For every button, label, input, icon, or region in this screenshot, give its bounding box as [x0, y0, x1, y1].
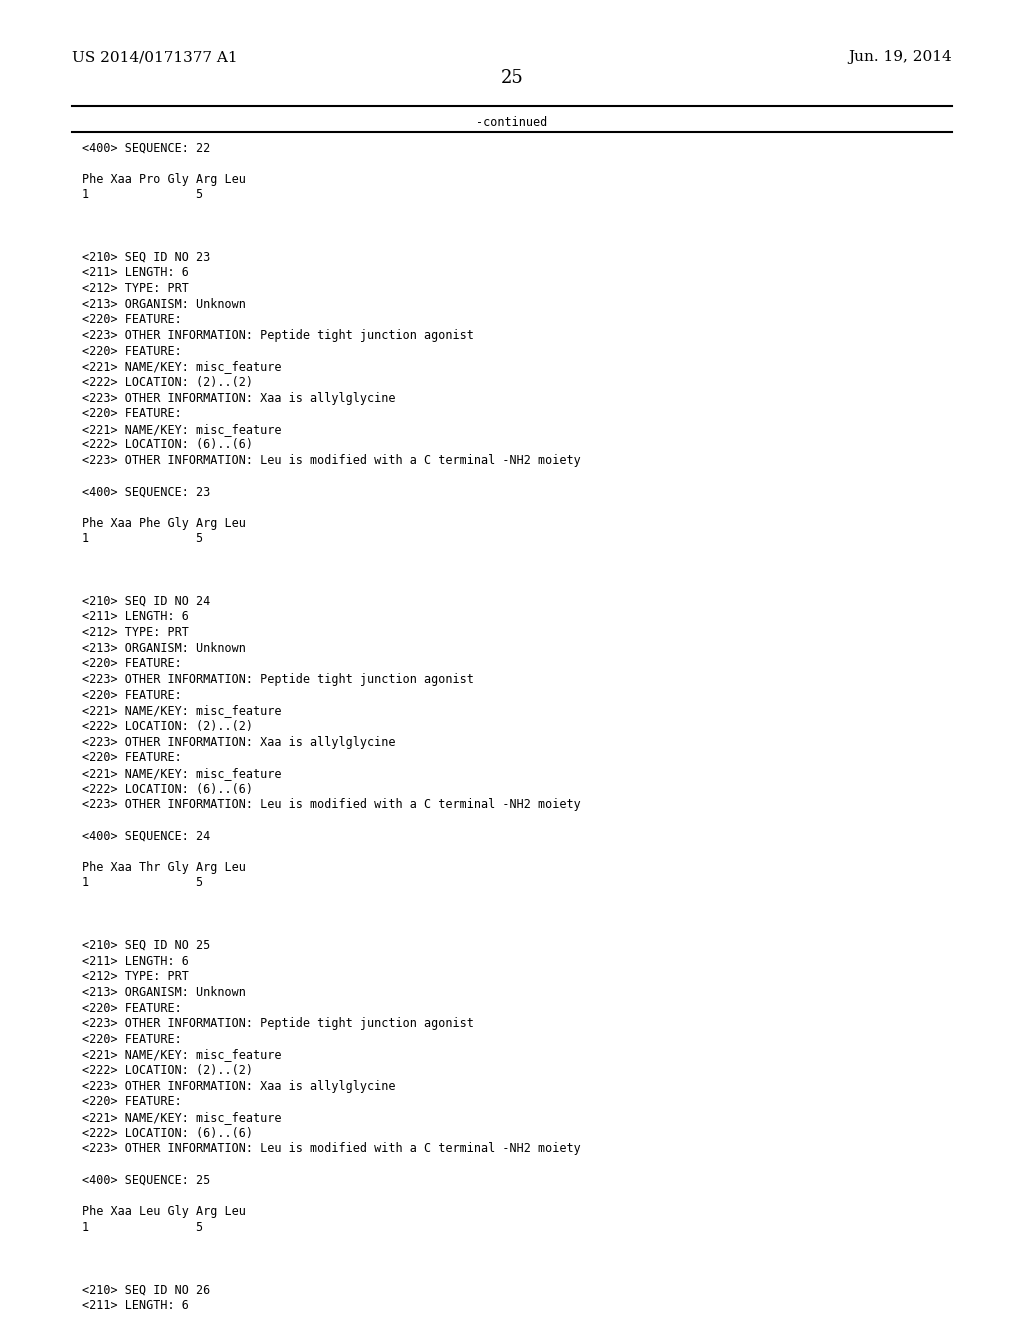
- Text: 1               5: 1 5: [82, 1221, 203, 1233]
- Text: <220> FEATURE:: <220> FEATURE:: [82, 1002, 181, 1015]
- Text: <400> SEQUENCE: 25: <400> SEQUENCE: 25: [82, 1173, 210, 1187]
- Text: <221> NAME/KEY: misc_feature: <221> NAME/KEY: misc_feature: [82, 1111, 282, 1125]
- Text: <212> TYPE: PRT: <212> TYPE: PRT: [82, 970, 188, 983]
- Text: <223> OTHER INFORMATION: Xaa is allylglycine: <223> OTHER INFORMATION: Xaa is allylgly…: [82, 735, 395, 748]
- Text: -continued: -continued: [476, 116, 548, 129]
- Text: <222> LOCATION: (2)..(2): <222> LOCATION: (2)..(2): [82, 1064, 253, 1077]
- Text: <221> NAME/KEY: misc_feature: <221> NAME/KEY: misc_feature: [82, 705, 282, 717]
- Text: 1               5: 1 5: [82, 876, 203, 890]
- Text: <222> LOCATION: (6)..(6): <222> LOCATION: (6)..(6): [82, 783, 253, 796]
- Text: <221> NAME/KEY: misc_feature: <221> NAME/KEY: misc_feature: [82, 767, 282, 780]
- Text: <221> NAME/KEY: misc_feature: <221> NAME/KEY: misc_feature: [82, 1048, 282, 1061]
- Text: <223> OTHER INFORMATION: Peptide tight junction agonist: <223> OTHER INFORMATION: Peptide tight j…: [82, 673, 474, 686]
- Text: <220> FEATURE:: <220> FEATURE:: [82, 1096, 181, 1109]
- Text: <220> FEATURE:: <220> FEATURE:: [82, 751, 181, 764]
- Text: Phe Xaa Phe Gly Arg Leu: Phe Xaa Phe Gly Arg Leu: [82, 516, 246, 529]
- Text: <212> TYPE: PRT: <212> TYPE: PRT: [82, 626, 188, 639]
- Text: <212> TYPE: PRT: <212> TYPE: PRT: [82, 282, 188, 294]
- Text: 25: 25: [501, 69, 523, 87]
- Text: <210> SEQ ID NO 24: <210> SEQ ID NO 24: [82, 595, 210, 607]
- Text: <213> ORGANISM: Unknown: <213> ORGANISM: Unknown: [82, 298, 246, 310]
- Text: 1               5: 1 5: [82, 532, 203, 545]
- Text: <400> SEQUENCE: 22: <400> SEQUENCE: 22: [82, 141, 210, 154]
- Text: <222> LOCATION: (6)..(6): <222> LOCATION: (6)..(6): [82, 1127, 253, 1139]
- Text: 1               5: 1 5: [82, 189, 203, 201]
- Text: <220> FEATURE:: <220> FEATURE:: [82, 689, 181, 702]
- Text: Phe Xaa Pro Gly Arg Leu: Phe Xaa Pro Gly Arg Leu: [82, 173, 246, 186]
- Text: Phe Xaa Leu Gly Arg Leu: Phe Xaa Leu Gly Arg Leu: [82, 1205, 246, 1218]
- Text: Jun. 19, 2014: Jun. 19, 2014: [849, 50, 952, 65]
- Text: <400> SEQUENCE: 23: <400> SEQUENCE: 23: [82, 486, 210, 499]
- Text: <222> LOCATION: (6)..(6): <222> LOCATION: (6)..(6): [82, 438, 253, 451]
- Text: <221> NAME/KEY: misc_feature: <221> NAME/KEY: misc_feature: [82, 360, 282, 374]
- Text: <220> FEATURE:: <220> FEATURE:: [82, 313, 181, 326]
- Text: <400> SEQUENCE: 24: <400> SEQUENCE: 24: [82, 829, 210, 842]
- Text: US 2014/0171377 A1: US 2014/0171377 A1: [72, 50, 238, 65]
- Text: <221> NAME/KEY: misc_feature: <221> NAME/KEY: misc_feature: [82, 422, 282, 436]
- Text: <220> FEATURE:: <220> FEATURE:: [82, 1032, 181, 1045]
- Text: <210> SEQ ID NO 26: <210> SEQ ID NO 26: [82, 1283, 210, 1296]
- Text: <211> LENGTH: 6: <211> LENGTH: 6: [82, 610, 188, 623]
- Text: <211> LENGTH: 6: <211> LENGTH: 6: [82, 1299, 188, 1312]
- Text: <220> FEATURE:: <220> FEATURE:: [82, 345, 181, 358]
- Text: <220> FEATURE:: <220> FEATURE:: [82, 407, 181, 420]
- Text: <222> LOCATION: (2)..(2): <222> LOCATION: (2)..(2): [82, 376, 253, 389]
- Text: <213> ORGANISM: Unknown: <213> ORGANISM: Unknown: [82, 642, 246, 655]
- Text: <223> OTHER INFORMATION: Xaa is allylglycine: <223> OTHER INFORMATION: Xaa is allylgly…: [82, 1080, 395, 1093]
- Text: <223> OTHER INFORMATION: Leu is modified with a C terminal -NH2 moiety: <223> OTHER INFORMATION: Leu is modified…: [82, 1142, 581, 1155]
- Text: <210> SEQ ID NO 23: <210> SEQ ID NO 23: [82, 251, 210, 264]
- Text: <223> OTHER INFORMATION: Leu is modified with a C terminal -NH2 moiety: <223> OTHER INFORMATION: Leu is modified…: [82, 454, 581, 467]
- Text: Phe Xaa Thr Gly Arg Leu: Phe Xaa Thr Gly Arg Leu: [82, 861, 246, 874]
- Text: <222> LOCATION: (2)..(2): <222> LOCATION: (2)..(2): [82, 719, 253, 733]
- Text: <220> FEATURE:: <220> FEATURE:: [82, 657, 181, 671]
- Text: <223> OTHER INFORMATION: Leu is modified with a C terminal -NH2 moiety: <223> OTHER INFORMATION: Leu is modified…: [82, 799, 581, 812]
- Text: <211> LENGTH: 6: <211> LENGTH: 6: [82, 267, 188, 280]
- Text: <223> OTHER INFORMATION: Peptide tight junction agonist: <223> OTHER INFORMATION: Peptide tight j…: [82, 329, 474, 342]
- Text: <223> OTHER INFORMATION: Xaa is allylglycine: <223> OTHER INFORMATION: Xaa is allylgly…: [82, 392, 395, 404]
- Text: <213> ORGANISM: Unknown: <213> ORGANISM: Unknown: [82, 986, 246, 999]
- Text: <223> OTHER INFORMATION: Peptide tight junction agonist: <223> OTHER INFORMATION: Peptide tight j…: [82, 1018, 474, 1030]
- Text: <210> SEQ ID NO 25: <210> SEQ ID NO 25: [82, 939, 210, 952]
- Text: <211> LENGTH: 6: <211> LENGTH: 6: [82, 954, 188, 968]
